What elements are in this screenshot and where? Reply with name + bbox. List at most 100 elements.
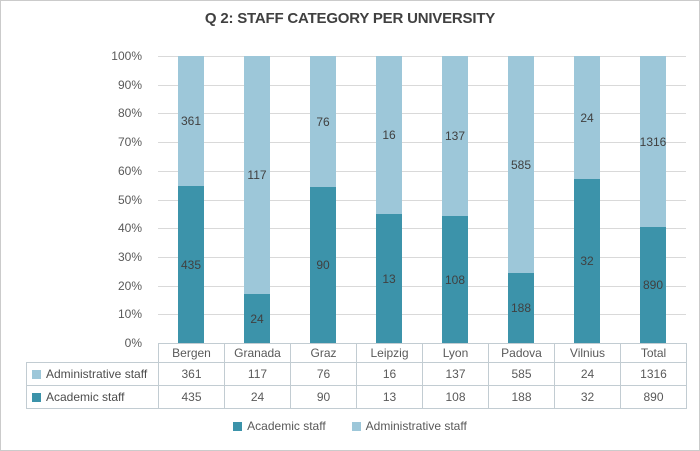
y-axis-tick-label: 20% [117, 278, 142, 293]
administrative-staff-segment: 361 [178, 56, 204, 187]
gridline [158, 84, 686, 86]
table-category-header: Graz [290, 343, 357, 363]
bar-value-label: 361 [180, 114, 202, 129]
bar-value-label: 32 [580, 254, 594, 268]
bar-value-label: 117 [247, 168, 267, 183]
y-axis-tick-label: 80% [117, 106, 142, 121]
gridline [158, 56, 686, 57]
y-axis-tick-label: 30% [117, 249, 142, 264]
bar-value-label: 76 [316, 114, 330, 129]
gridline [158, 228, 686, 230]
legend: Academic staff Administrative staff [1, 417, 699, 435]
bar-column-graz: 76 90 [290, 56, 356, 343]
table-row-header: Administrative staff [26, 362, 159, 386]
legend-key-icon [32, 370, 41, 379]
y-axis-tick-label: 100% [111, 49, 142, 63]
gridline [158, 285, 686, 287]
legend-item: Administrative staff [351, 419, 467, 433]
table-value-cell: 90 [290, 385, 357, 409]
table-value-cell: 76 [290, 362, 357, 386]
bar-value-label: 90 [316, 258, 330, 273]
table-value-cell: 13 [356, 385, 423, 409]
table-value-cell: 108 [422, 385, 489, 409]
data-table: Bergen Granada Graz Leipzig Lyon Padova Vilniu… [26, 343, 687, 409]
table-category-header: Padova [488, 343, 555, 363]
academic-staff-segment: 890 [640, 227, 666, 343]
administrative-staff-segment: 76 [310, 56, 336, 188]
stacked-bar: 24 32 [574, 56, 600, 343]
stacked-bar: 1316 890 [640, 56, 666, 343]
y-axis-tick-label: 60% [117, 163, 142, 178]
bar-value-label: 108 [444, 272, 466, 287]
administrative-staff-segment: 585 [508, 56, 534, 274]
table-value-cell: 137 [422, 362, 489, 386]
gridline [158, 170, 686, 172]
gridline [158, 142, 686, 144]
bar-column-vilnius: 24 32 [554, 56, 620, 343]
table-category-header: Vilnius [554, 343, 621, 363]
table-value-cell: 585 [488, 362, 555, 386]
bar-value-label: 435 [180, 257, 202, 272]
y-axis: 100% 90% 80% 70% 60% 50% 40% 30% 20% 10% 0% [1, 49, 150, 350]
academic-staff-segment: 90 [310, 187, 336, 343]
series-name-label: Academic staff [46, 390, 125, 404]
table-value-cell: 361 [158, 362, 225, 386]
administrative-staff-segment: 117 [244, 56, 270, 295]
bar-value-label: 188 [510, 301, 532, 316]
gridline [158, 113, 686, 115]
bar-column-total: 1316 890 [620, 56, 686, 343]
table-value-cell: 24 [224, 385, 291, 409]
administrative-staff-segment: 137 [442, 56, 468, 217]
legend-key-icon [32, 393, 41, 402]
y-axis-tick-label: 40% [117, 221, 142, 236]
plot-area: 361 435 117 24 76 90 16 13 137 108 585 188 24 32 1316 8… [158, 56, 686, 343]
stacked-bar: 16 13 [376, 56, 402, 343]
bar-value-label: 585 [510, 157, 532, 172]
table-category-header: Total [620, 343, 687, 363]
academic-staff-segment: 108 [442, 216, 468, 343]
table-value-cell: 188 [488, 385, 555, 409]
gridline [158, 256, 686, 258]
administrative-staff-segment: 1316 [639, 56, 667, 228]
bar-column-lyon: 137 108 [422, 56, 488, 343]
stacked-bar: 76 90 [310, 56, 336, 343]
bar-value-label: 16 [382, 128, 396, 143]
legend-swatch-icon [351, 421, 361, 431]
table-corner-cell [27, 344, 159, 363]
stacked-bar: 137 108 [442, 56, 468, 343]
table-category-header: Bergen [158, 343, 225, 363]
bar-value-label: 890 [642, 278, 664, 293]
gridline [158, 314, 686, 316]
legend-swatch-icon [233, 421, 243, 431]
academic-staff-segment: 32 [574, 179, 600, 343]
y-axis-tick-label: 0% [124, 336, 142, 350]
bar-column-leipzig: 16 13 [356, 56, 422, 343]
chart-title: Q 2: STAFF CATEGORY PER UNIVERSITY [204, 10, 496, 27]
administrative-staff-segment: 16 [376, 56, 402, 215]
legend-label: Academic staff [247, 419, 326, 433]
table-category-header: Leipzig [356, 343, 423, 363]
stacked-bar: 585 188 [508, 56, 534, 343]
legend-label: Administrative staff [365, 419, 467, 433]
table-category-header: Lyon [422, 343, 489, 363]
bar-column-bergen: 361 435 [158, 56, 224, 343]
bar-column-padova: 585 188 [488, 56, 554, 343]
bar-value-label: 137 [444, 129, 466, 144]
academic-staff-segment: 435 [178, 186, 204, 343]
series-name-label: Administrative staff [46, 367, 148, 381]
y-axis-tick-label: 50% [117, 192, 142, 207]
bar-value-label: 24 [250, 311, 264, 326]
stacked-bar: 117 24 [244, 56, 270, 343]
administrative-staff-segment: 24 [574, 56, 600, 179]
table-value-cell: 24 [554, 362, 621, 386]
bar-value-label: 13 [382, 271, 396, 286]
academic-staff-segment: 24 [244, 294, 270, 343]
academic-staff-segment: 13 [376, 214, 402, 343]
bar-value-label: 1316 [639, 134, 667, 149]
academic-staff-segment: 188 [508, 273, 534, 343]
y-axis-tick-label: 10% [117, 307, 142, 322]
table-value-cell: 117 [224, 362, 291, 386]
table-value-cell: 16 [356, 362, 423, 386]
table-value-cell: 1316 [620, 362, 687, 386]
